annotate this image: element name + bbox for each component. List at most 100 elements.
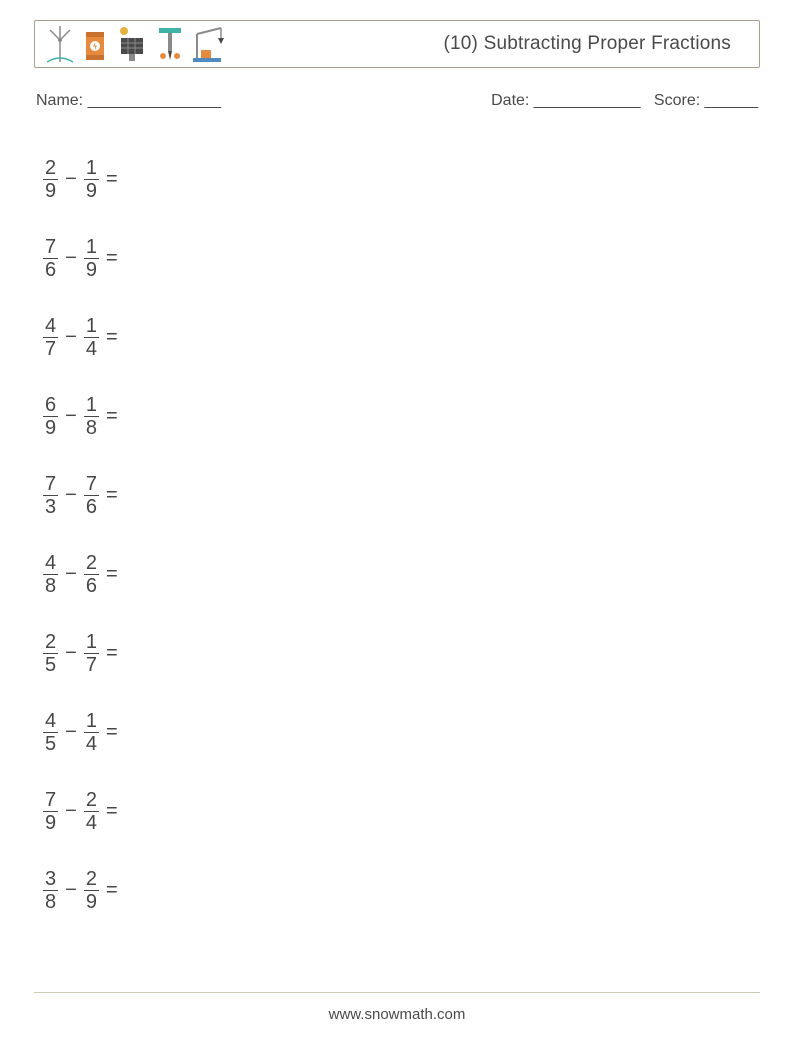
numerator: 1 xyxy=(84,710,99,732)
numerator: 7 xyxy=(84,473,99,495)
fraction-a: 47 xyxy=(43,315,58,360)
fraction-a: 73 xyxy=(43,473,58,518)
equals-sign: = xyxy=(106,405,118,428)
denominator: 9 xyxy=(84,259,99,281)
problem-row: 47−14= xyxy=(42,298,118,377)
worksheet-page: (10) Subtracting Proper Fractions Name: … xyxy=(0,0,794,1053)
header-banner: (10) Subtracting Proper Fractions xyxy=(34,20,760,68)
equals-sign: = xyxy=(106,721,118,744)
numerator: 7 xyxy=(43,789,58,811)
fraction-a: 69 xyxy=(43,394,58,439)
equals-sign: = xyxy=(106,484,118,507)
numerator: 4 xyxy=(43,710,58,732)
numerator: 2 xyxy=(43,631,58,653)
denominator: 9 xyxy=(43,180,58,202)
equals-sign: = xyxy=(106,247,118,270)
minus-operator: − xyxy=(65,405,77,428)
problem-row: 45−14= xyxy=(42,693,118,772)
minus-operator: − xyxy=(65,642,77,665)
minus-operator: − xyxy=(65,484,77,507)
fraction-a: 25 xyxy=(43,631,58,676)
fraction-b: 14 xyxy=(84,710,99,755)
denominator: 4 xyxy=(84,733,99,755)
numerator: 4 xyxy=(43,315,58,337)
footer-divider xyxy=(34,992,760,993)
fraction-a: 29 xyxy=(43,157,58,202)
denominator: 3 xyxy=(43,496,58,518)
problem-row: 25−17 = xyxy=(42,614,118,693)
equals-sign: = xyxy=(106,326,118,349)
numerator: 4 xyxy=(43,552,58,574)
equals-sign: = xyxy=(106,642,118,665)
denominator: 9 xyxy=(43,417,58,439)
fraction-a: 38 xyxy=(43,868,58,913)
drill-rig-icon xyxy=(155,24,185,64)
denominator: 8 xyxy=(43,575,58,597)
minus-operator: − xyxy=(65,326,77,349)
fraction-b: 17 xyxy=(84,631,99,676)
denominator: 8 xyxy=(43,891,58,913)
denominator: 7 xyxy=(43,338,58,360)
equals-sign: = xyxy=(106,879,118,902)
equals-sign: = xyxy=(106,800,118,823)
minus-operator: − xyxy=(65,721,77,744)
fraction-a: 48 xyxy=(43,552,58,597)
fraction-b: 14 xyxy=(84,315,99,360)
fraction-b: 24 xyxy=(84,789,99,834)
name-field: Name: _______________ xyxy=(36,92,221,110)
numerator: 2 xyxy=(84,868,99,890)
denominator: 6 xyxy=(43,259,58,281)
denominator: 4 xyxy=(84,812,99,834)
fraction-b: 19 xyxy=(84,236,99,281)
problem-row: 48−26 = xyxy=(42,535,118,614)
problem-row: 38−29 = xyxy=(42,851,118,930)
fraction-a: 45 xyxy=(43,710,58,755)
denominator: 9 xyxy=(84,180,99,202)
numerator: 1 xyxy=(84,157,99,179)
worksheet-title: (10) Subtracting Proper Fractions xyxy=(444,21,732,67)
minus-operator: − xyxy=(65,563,77,586)
denominator: 9 xyxy=(43,812,58,834)
denominator: 6 xyxy=(84,575,99,597)
numerator: 1 xyxy=(84,315,99,337)
denominator: 9 xyxy=(84,891,99,913)
date-score-field: Date: ____________ Score: ______ xyxy=(491,92,758,110)
numerator: 1 xyxy=(84,236,99,258)
numerator: 7 xyxy=(43,473,58,495)
minus-operator: − xyxy=(65,879,77,902)
fuel-barrel-icon xyxy=(81,24,109,64)
score-field: Score: ______ xyxy=(654,92,758,109)
crane-icon xyxy=(191,24,227,64)
header-icons xyxy=(45,24,227,64)
problem-row: 69−18 = xyxy=(42,377,118,456)
problem-row: 73−76= xyxy=(42,456,118,535)
denominator: 8 xyxy=(84,417,99,439)
denominator: 6 xyxy=(84,496,99,518)
denominator: 7 xyxy=(84,654,99,676)
numerator: 6 xyxy=(43,394,58,416)
problem-row: 79−24 = xyxy=(42,772,118,851)
minus-operator: − xyxy=(65,800,77,823)
fraction-a: 79 xyxy=(43,789,58,834)
numerator: 2 xyxy=(43,157,58,179)
denominator: 5 xyxy=(43,733,58,755)
fraction-b: 26 xyxy=(84,552,99,597)
equals-sign: = xyxy=(106,563,118,586)
fraction-b: 19 xyxy=(84,157,99,202)
numerator: 7 xyxy=(43,236,58,258)
numerator: 1 xyxy=(84,394,99,416)
solar-panel-icon xyxy=(115,24,149,64)
numerator: 2 xyxy=(84,789,99,811)
fraction-b: 18 xyxy=(84,394,99,439)
numerator: 2 xyxy=(84,552,99,574)
denominator: 4 xyxy=(84,338,99,360)
problem-row: 76−19 = xyxy=(42,219,118,298)
fraction-b: 76 xyxy=(84,473,99,518)
denominator: 5 xyxy=(43,654,58,676)
problems-list: 29−19=76−19=47−14=69−18=73−76=48−26=25−1… xyxy=(42,140,118,930)
equals-sign: = xyxy=(106,168,118,191)
problem-row: 29−19= xyxy=(42,140,118,219)
minus-operator: − xyxy=(65,247,77,270)
wind-turbine-icon xyxy=(45,24,75,64)
footer-text: www.snowmath.com xyxy=(0,1006,794,1023)
